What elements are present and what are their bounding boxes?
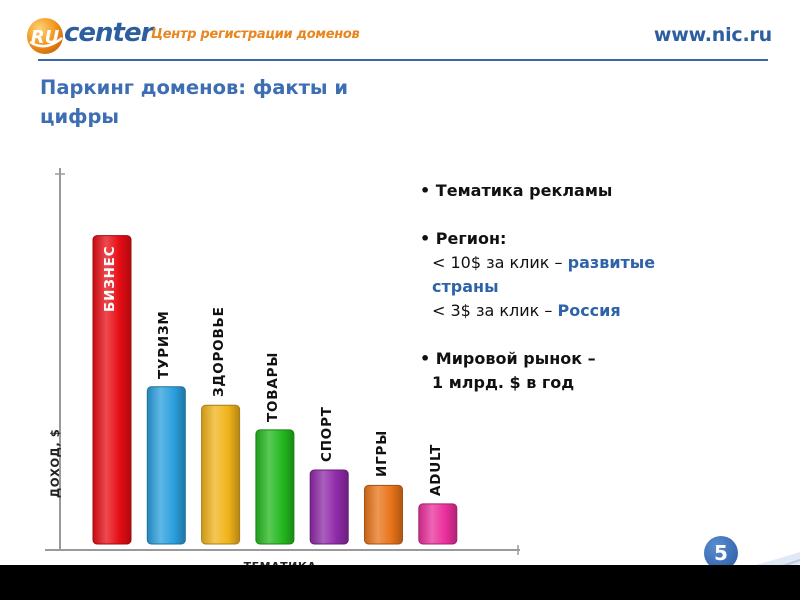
bottom-black-bar <box>0 565 800 600</box>
bar-2 <box>201 404 241 545</box>
ru-center-logo: RU center <box>26 16 153 56</box>
bar-4 <box>309 469 349 545</box>
logo-ru-text: RU <box>31 27 60 48</box>
region-developed-price: < 10$ за клик – <box>432 253 568 272</box>
bar-label-0: БИЗНЕС <box>102 245 118 313</box>
bullet-ad-topic: • Тематика рекламы <box>420 181 613 200</box>
bar-label-1: ТУРИЗМ <box>156 310 173 379</box>
region-developed-line: < 10$ за клик – развитые <box>420 251 740 275</box>
region-russia-word: Россия <box>557 301 621 320</box>
ru-logo-icon: RU <box>27 18 63 54</box>
region-developed-line-2: страны <box>420 275 740 299</box>
tagline: Центр регистрации доменов <box>151 27 360 42</box>
bar-label-4: СПОРТ <box>319 406 336 462</box>
revenue-by-topic-chart: ДОХОД, $ ТЕМАТИКА БИЗНЕСТУРИЗМЗДОРОВЬЕТО… <box>20 160 540 573</box>
site-url[interactable]: www.nic.ru <box>653 24 772 46</box>
chart-canvas <box>45 168 520 555</box>
bar-label-5: ИГРЫ <box>373 430 390 478</box>
world-market-value: 1 млрд. $ в год <box>432 373 575 392</box>
y-axis-label: ДОХОД, $ <box>48 428 62 498</box>
bullet-world-market: • Мировой рынок – <box>420 349 596 368</box>
region-russia-price: < 3$ за клик – <box>432 301 558 320</box>
bar-6 <box>418 503 458 545</box>
region-developed-word: развитые <box>567 253 656 272</box>
region-countries-word: страны <box>432 277 499 296</box>
bar-label-3: ТОВАРЫ <box>264 351 281 422</box>
facts-list: • Тематика рекламы • Регион: < 10$ за кл… <box>420 179 740 395</box>
slide-number-badge: 5 <box>704 536 738 570</box>
region-russia-line: < 3$ за клик – Россия <box>420 299 740 323</box>
bar-label-6: ADULT <box>427 443 444 496</box>
bar-3 <box>255 429 295 545</box>
bar-0 <box>92 235 132 545</box>
bar-5 <box>364 484 403 545</box>
bar-1 <box>146 386 186 545</box>
bullet-region: • Регион: <box>420 229 507 248</box>
logo-center-text: center <box>64 18 153 48</box>
bar-label-2: ЗДОРОВЬЕ <box>210 306 227 398</box>
slide: RU center Центр регистрации доменов www.… <box>26 16 773 573</box>
header-divider <box>38 59 768 61</box>
page-title: Паркинг доменов: факты и цифры <box>40 76 349 128</box>
